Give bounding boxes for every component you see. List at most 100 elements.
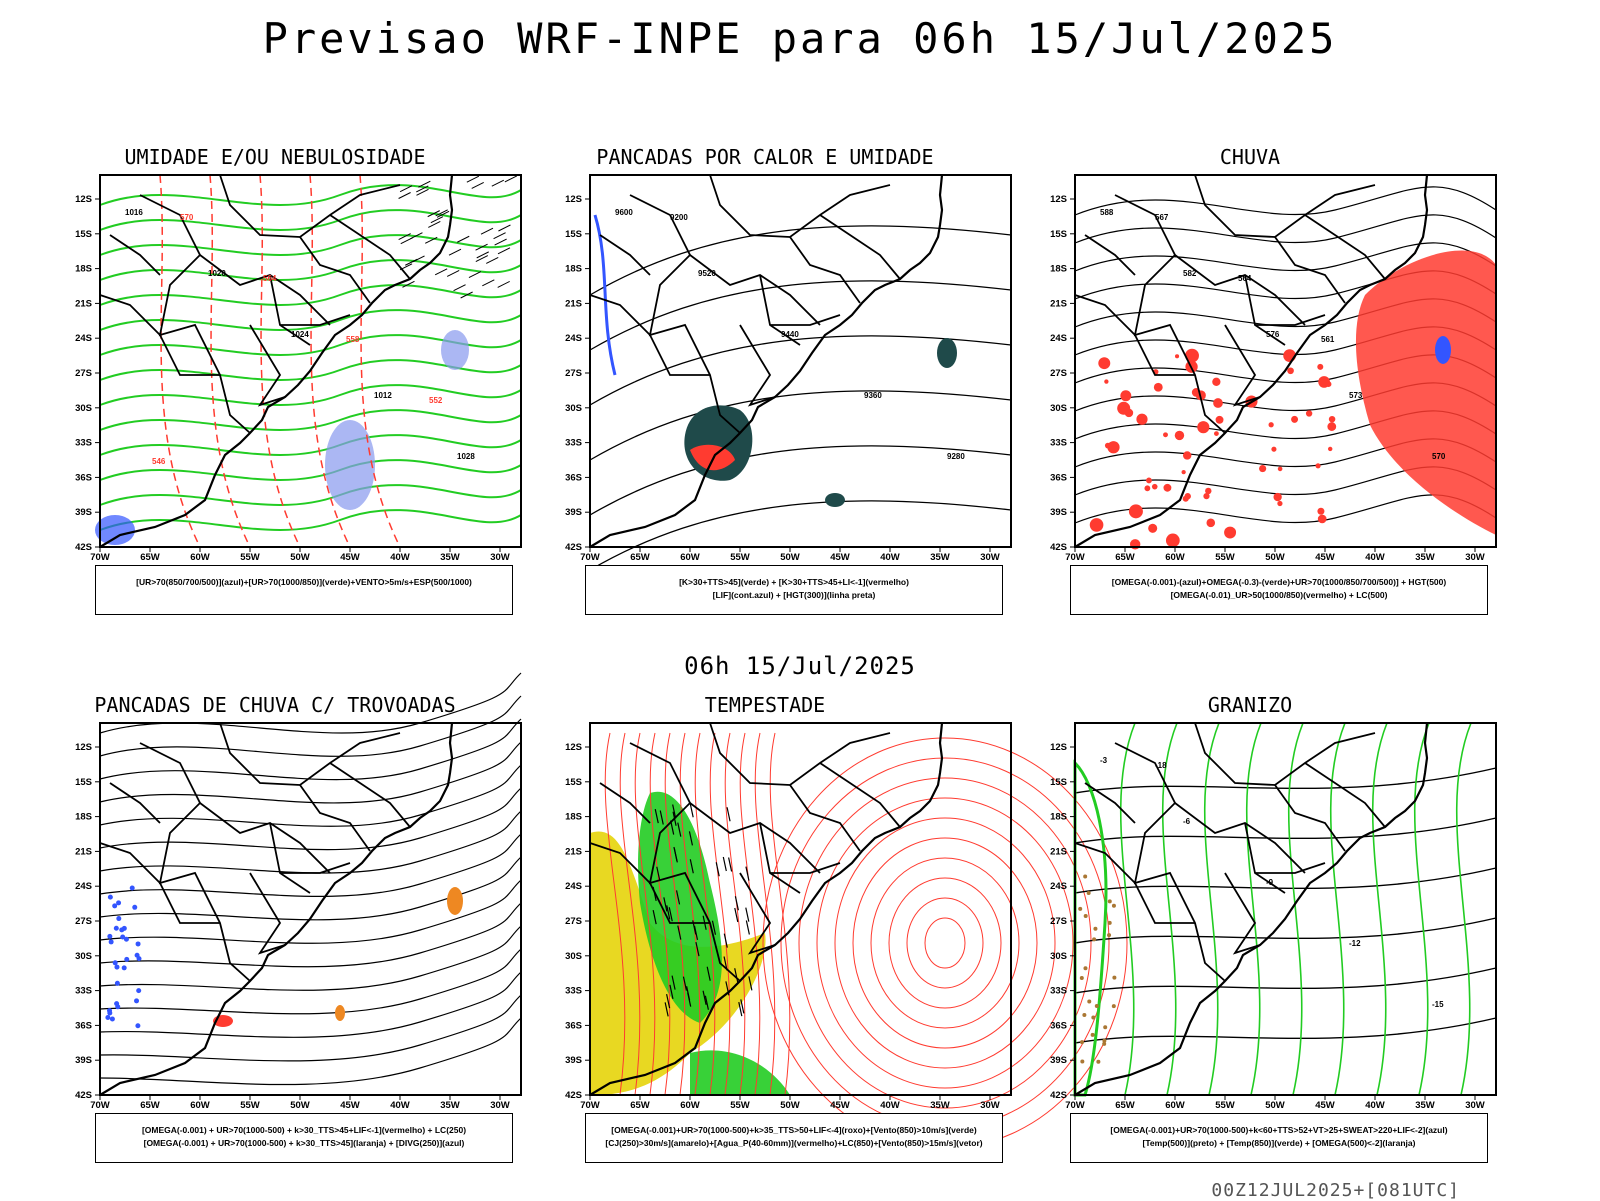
lat-tick-label: 15S (75, 777, 92, 788)
wind-vector (410, 232, 423, 240)
state-border (1304, 214, 1386, 280)
divergence-cell (113, 925, 119, 931)
omega-cell (1087, 999, 1092, 1004)
lc850-contour (649, 732, 671, 1096)
rain-cell (1203, 493, 1210, 500)
contour-label: 570 (1432, 452, 1446, 461)
lon-tick-label: 70W (90, 1100, 110, 1111)
thickness-contour (259, 174, 301, 548)
contour-label: -15 (1432, 1000, 1444, 1009)
lon-tick-label: 50W (780, 552, 800, 563)
state-border (649, 334, 710, 376)
hgt-contour (589, 225, 1012, 296)
panel-pancadas: PANCADAS POR CALOR E UMIDADE 9600 9520 944… (545, 145, 1012, 625)
wind-vector (656, 866, 661, 881)
state-border (109, 782, 161, 824)
lat-tick-label: 21S (1050, 846, 1067, 857)
hgt500-contour (1074, 214, 1497, 244)
lon-tick-label: 30W (980, 1100, 1000, 1111)
contour-label: 1024 (291, 330, 309, 339)
rain-cell (1317, 507, 1325, 515)
temp500-contour (1074, 967, 1497, 994)
wind-vector (497, 247, 511, 255)
state-border (109, 234, 161, 276)
temp850-contour (1371, 722, 1388, 1096)
lat-tick-label: 42S (1050, 542, 1067, 553)
omega-cell (1094, 1004, 1099, 1009)
rain-cell (1317, 514, 1327, 524)
wind-vector (504, 175, 518, 183)
panel-title: GRANIZO (1207, 693, 1293, 717)
map-svg: -3 -6 -9 -12 -15 -18 12S 15S 18S 21S 24S 27S 30S 33S 3… (1050, 722, 1497, 1111)
map-frame (99, 722, 522, 1096)
lon-tick-label: 60W (190, 552, 210, 563)
lon-tick-label: 55W (730, 1100, 750, 1111)
wind-vector (654, 809, 659, 824)
wind-vector (446, 270, 460, 277)
contour-label: 582 (1183, 269, 1197, 278)
hgt-contour (589, 390, 1012, 461)
lat-tick-label: 21S (1050, 298, 1067, 309)
omega-cell (1083, 913, 1088, 918)
lat-tick-label: 36S (565, 472, 582, 483)
lat-tick-label: 12S (565, 742, 582, 753)
wind-vector (498, 224, 511, 232)
mid-title: 06h 15/Jul/2025 (684, 652, 916, 680)
divergence-cell (107, 1010, 113, 1016)
lat-tick-label: 15S (565, 229, 582, 240)
rain-cell (1153, 382, 1163, 392)
lat-tick-label: 36S (75, 1020, 92, 1031)
wind-vector (453, 284, 466, 292)
lat-tick-label: 36S (75, 472, 92, 483)
state-border (159, 334, 220, 376)
rain-cell (1136, 413, 1148, 425)
contour-label: 1028 (457, 452, 475, 461)
lat-tick-label: 27S (565, 916, 582, 927)
divergence-cell (115, 1004, 121, 1010)
legend-line: [K>30+TTS>45](verde) + [K>30+TTS>45+LI<-… (679, 577, 909, 587)
wind-vector (425, 236, 438, 244)
lon-tick-label: 45W (830, 552, 850, 563)
state-border (789, 784, 861, 852)
lat-tick-label: 15S (565, 777, 582, 788)
wind-vector (666, 993, 671, 1009)
lat-tick-label: 18S (75, 812, 92, 823)
rain-cell (1287, 367, 1294, 375)
lat-tick-label: 21S (565, 846, 582, 857)
lc850-contour (769, 732, 791, 1096)
lc850-contour (754, 732, 776, 1096)
map-frame (1074, 174, 1497, 548)
divergence-cell (135, 1023, 141, 1029)
rain-cell (1277, 466, 1283, 472)
wind-vector (497, 280, 510, 288)
rain-cell (1206, 518, 1216, 528)
contour-label: -6 (1183, 817, 1191, 826)
rain-cell (1214, 431, 1219, 436)
contour-label: 9360 (864, 391, 882, 400)
lat-tick-label: 30S (1050, 403, 1067, 414)
omega-cell (1078, 906, 1083, 911)
legend-line: [OMEGA(-0.001)+UR>70(1000-500)+k>35_TTS>… (611, 1125, 977, 1135)
state-border (1114, 742, 1226, 982)
rain-cell (1317, 363, 1324, 370)
coastline (1074, 174, 1429, 548)
lc850-contour (724, 732, 746, 1096)
temp500-contour (1074, 1017, 1497, 1044)
thickness-contour (159, 174, 201, 548)
legend-line: [OMEGA(-0.01)_UR>50(1000/850)(vermelho) … (1170, 590, 1388, 600)
omega-cell (1103, 1025, 1108, 1030)
state-border (329, 762, 411, 828)
wind-vector (668, 907, 673, 922)
wind-vector (476, 251, 489, 259)
lon-tick-label: 35W (1415, 1100, 1435, 1111)
rain-cell (1273, 492, 1282, 502)
state-border (249, 324, 286, 407)
hgt500-contour (1074, 186, 1497, 216)
wind-vector (664, 1002, 669, 1017)
wind-vector (666, 905, 671, 920)
wind-vector (456, 235, 470, 243)
rain-cell (1104, 379, 1109, 384)
contour-label: 573 (1349, 391, 1363, 400)
divergence-cell (107, 933, 113, 939)
